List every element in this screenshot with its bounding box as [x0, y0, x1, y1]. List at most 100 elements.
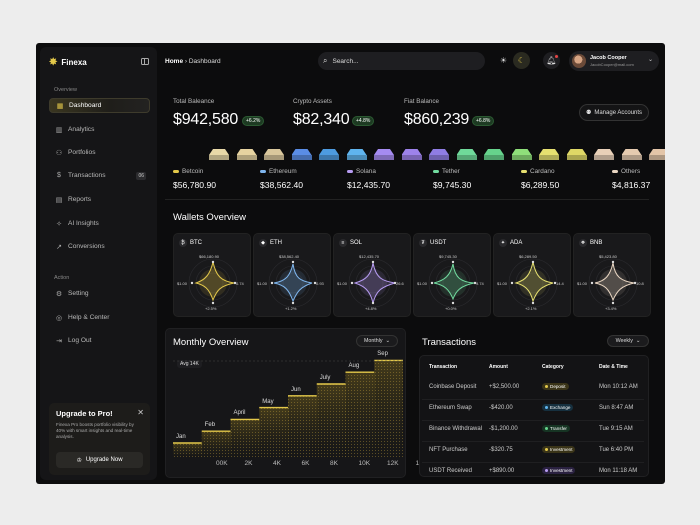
transaction-name[interactable]: USDT Received [429, 468, 472, 474]
sidebar-item-analytics[interactable]: ▥ Analytics [49, 122, 150, 137]
sidebar-toggle-icon[interactable] [141, 58, 149, 65]
col-header-transaction: Transaction [429, 364, 458, 370]
gem-top [209, 149, 229, 155]
asset-name-row: Tether [433, 168, 471, 175]
radar-ring [188, 258, 238, 308]
wallet-change: +2.1% [525, 306, 537, 311]
radar-shape [273, 263, 313, 303]
transaction-name[interactable]: Binance Withdrawal [429, 426, 483, 432]
wallet-left-value: $1.00 [337, 281, 348, 286]
search-placeholder: Search... [332, 57, 359, 65]
wallet-card-bnb[interactable]: ❖ BNB $5,423.80 $1.00 10.8 +3.4% [573, 233, 651, 317]
transaction-amount: -$320.75 [489, 447, 513, 453]
user-name: Jacob Cooper [590, 55, 627, 61]
logo[interactable]: ✸ Finexa [49, 57, 87, 68]
asset-name: Tether [442, 168, 460, 175]
radar-point [451, 301, 455, 305]
sidebar-item-help[interactable]: ◎ Help & Center [49, 310, 150, 325]
coin-icon: ❖ [579, 239, 587, 247]
sun-icon[interactable]: ☀ [499, 56, 508, 65]
upgrade-now-button[interactable]: ♔ Upgrade Now [56, 452, 143, 468]
asset-value: $38,562.40 [260, 180, 304, 190]
asset-color-dot [433, 170, 439, 173]
transaction-amount: -$420.00 [489, 405, 513, 411]
wallet-card-sol[interactable]: ≡ SOL $12,435.70 $1.00 26.6 +4.8% [333, 233, 411, 317]
row-divider [422, 399, 644, 400]
sidebar-item-label: Setting [68, 290, 89, 297]
asset-name: Others [621, 168, 641, 175]
transaction-name[interactable]: NFT Purchase [429, 447, 468, 453]
asset-name: Solana [356, 168, 376, 175]
sidebar-item-setting[interactable]: ⚙ Setting [49, 286, 150, 301]
avatar [572, 54, 586, 68]
sidebar-item-transactions[interactable]: $ Transactions 06 [49, 168, 150, 183]
wallet-radar-chart [188, 258, 238, 308]
moon-icon[interactable]: ☾ [513, 52, 530, 69]
close-icon[interactable]: ✕ [137, 408, 144, 417]
transaction-name[interactable]: Ethereum Swap [429, 405, 472, 411]
wallet-radar-chart [508, 258, 558, 308]
asset-value: $4,816.37 [612, 180, 651, 190]
wallet-card-eth[interactable]: ◆ ETH $38,562.40 $1.00 0.93 +1.2% [253, 233, 331, 317]
sidebar-item-label: Conversions [68, 243, 105, 250]
chevron-down-icon: ⌄ [385, 338, 390, 344]
wallet-card-ada[interactable]: ✦ ADA $6,289.50 $1.00 14.4 +2.1% [493, 233, 571, 317]
stat-crypto-assets-change: +4.8% [352, 116, 375, 126]
wallet-header: ₿ BTC [179, 239, 202, 247]
notification-bell-icon[interactable]: 🔔︎ [543, 52, 560, 69]
asset-color-dot [260, 170, 266, 173]
sidebar: ✸ Finexa Overview ▦ Dashboard ▥ Analytic… [40, 47, 157, 480]
sidebar-item-portfolios[interactable]: ⚇ Portfolios [49, 145, 150, 160]
user-menu[interactable]: Jacob Cooper JacobCooper@mail.com ⌄ [569, 51, 659, 71]
sidebar-item-dashboard[interactable]: ▦ Dashboard [49, 98, 150, 113]
asset-value: $56,780.90 [173, 180, 217, 190]
asset-color-dot [612, 170, 618, 173]
monthly-period-dropdown[interactable]: Monthly ⌄ [356, 335, 398, 347]
monthly-stairs-chart [173, 359, 403, 457]
trend-icon: ↗ [56, 243, 62, 251]
allocation-gem [401, 149, 422, 165]
search-input[interactable]: ⌕ Search... [318, 52, 485, 70]
sidebar-item-logout[interactable]: ⇥ Log Out [49, 333, 150, 348]
sidebar-item-conversions[interactable]: ↗ Conversions [49, 239, 150, 254]
help-icon: ◎ [55, 314, 63, 322]
radar-ring [522, 272, 544, 294]
asset-color-dot [521, 170, 527, 173]
wallet-card-usdt[interactable]: ₮ USDT $9,745.30 $1.00 9.74 +0.0% [413, 233, 491, 317]
col-header-category: Category [542, 364, 564, 370]
section-action: Action [54, 275, 70, 281]
asset-item: Ethereum $38,562.40 [260, 168, 303, 190]
wallet-top-value: $6,289.50 [519, 254, 537, 259]
accounts-icon: ⚉ [585, 110, 592, 116]
month-bar-texture [374, 360, 403, 457]
month-label: April [233, 410, 246, 417]
radar-shape [194, 261, 235, 302]
transactions-period-dropdown[interactable]: Weekly ⌄ [607, 335, 649, 347]
dropdown-value: Weekly [615, 338, 633, 344]
sidebar-item-label: Help & Center [68, 314, 110, 321]
allocation-gem [456, 149, 477, 165]
manage-accounts-button[interactable]: ⚉ Manage Accounts [579, 104, 649, 121]
stat-crypto-assets-label: Crypto Assets [293, 98, 332, 105]
allocation-gem [511, 149, 532, 165]
asset-item: Tether $9,745.30 [433, 168, 471, 190]
asset-list: Betcoin $56,780.90 Ethereum $38,562.40 Solan… [165, 168, 651, 198]
sidebar-item-reports[interactable]: ▤ Reports [49, 192, 150, 207]
gem-top [511, 149, 532, 155]
radar-point [190, 281, 194, 285]
radar-shape [594, 262, 635, 302]
asset-item: Solana $12,435.70 [347, 168, 390, 190]
month-label: Sep [377, 351, 388, 358]
gem-bottom [209, 155, 229, 160]
wallet-coin-name: USDT [430, 240, 447, 246]
sidebar-item-ai-insights[interactable]: ✧ AI Insights [49, 216, 150, 231]
radar-point [393, 281, 397, 285]
breadcrumb-home[interactable]: Home [165, 58, 184, 65]
wallet-card-btc[interactable]: ₿ BTC $66,180.90 $1.00 0.74 +2.5% [173, 233, 251, 317]
grid-icon: ▦ [56, 102, 64, 110]
wallet-change: +1.2% [285, 306, 297, 311]
transaction-name[interactable]: Coinbase Deposit [429, 384, 477, 390]
month-bar-texture [316, 384, 346, 457]
category-badge: Exchange [542, 404, 574, 411]
x-axis-label: 12K [387, 460, 399, 467]
